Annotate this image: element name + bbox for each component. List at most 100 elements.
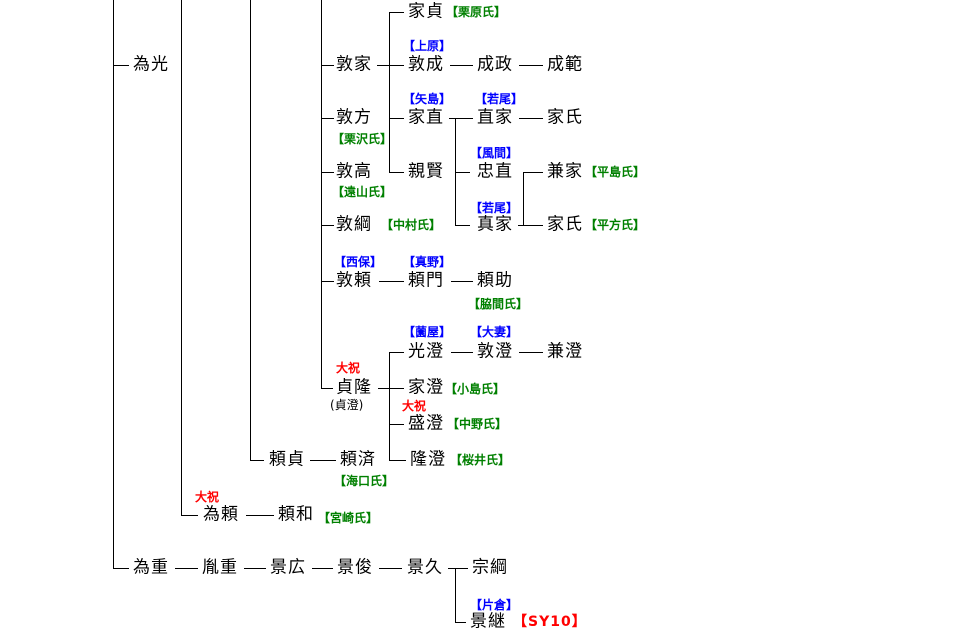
tree-connector-line [389, 172, 404, 173]
person-name: 頼門 [408, 270, 444, 291]
tree-connector-line [312, 568, 333, 569]
branch-family-label: 【栗原氏】 [446, 5, 507, 19]
person-name: 景広 [270, 557, 306, 578]
tree-connector-line [250, 0, 251, 460]
tree-connector-line [181, 0, 182, 515]
person-name: 為頼 [203, 504, 239, 525]
tree-connector-line [519, 352, 543, 353]
tree-connector-line [321, 0, 322, 388]
tree-connector-line [244, 568, 266, 569]
person-name: 敦頼 [336, 270, 372, 291]
branch-family-label: 【桜井氏】 [450, 453, 511, 467]
tree-connector-line [321, 388, 333, 389]
person-name: 成範 [547, 54, 583, 75]
tree-connector-line [113, 0, 114, 568]
tree-connector-line [389, 460, 406, 461]
tree-connector-line [310, 460, 336, 461]
person-name: 親賢 [408, 161, 444, 182]
person-name: 景俊 [337, 557, 373, 578]
tree-connector-line [378, 388, 404, 389]
code-label: 【SY10】 [513, 614, 587, 630]
tree-connector-line [113, 65, 129, 66]
tree-connector-line [389, 12, 390, 172]
tree-connector-line [455, 568, 456, 622]
person-name: 家氏 [547, 214, 583, 235]
clan-label: 【薗屋】 [403, 325, 452, 339]
branch-family-label: 【遠山氏】 [332, 185, 393, 199]
ohori-note: 大祝 [336, 361, 361, 375]
tree-connector-line [181, 515, 198, 516]
clan-label: 【片倉】 [470, 598, 519, 612]
tree-connector-line [455, 118, 456, 225]
ohori-note: 大祝 [195, 490, 220, 504]
tree-connector-line [389, 352, 390, 460]
person-name: 頼助 [477, 270, 513, 291]
person-name: 家澄 [408, 377, 444, 398]
branch-family-label: 【栗沢氏】 [332, 132, 393, 146]
clan-label: 【若尾】 [470, 201, 519, 215]
person-name: 貞隆 [336, 377, 372, 398]
tree-connector-line [518, 225, 543, 226]
person-name: 景久 [407, 557, 443, 578]
person-name: 景継 [470, 611, 506, 632]
person-name: 兼家 [547, 161, 583, 182]
tree-connector-line [523, 172, 524, 225]
ohori-note: 大祝 [402, 399, 427, 413]
person-name: 為重 [133, 557, 169, 578]
person-name: 盛澄 [408, 413, 444, 434]
person-name: 敦成 [408, 54, 444, 75]
tree-connector-line [389, 424, 404, 425]
branch-family-label: 【小島氏】 [445, 382, 506, 396]
person-name: 頼和 [278, 504, 314, 525]
clan-label: 【若尾】 [475, 92, 524, 106]
tree-connector-line [448, 568, 468, 569]
clan-label: 【真野】 [403, 255, 452, 269]
person-name: 兼澄 [547, 341, 583, 362]
person-name: 光澄 [408, 341, 444, 362]
tree-connector-line [321, 172, 334, 173]
tree-connector-line [450, 65, 473, 66]
person-name: 敦方 [336, 107, 372, 128]
clan-label: 【風間】 [470, 146, 519, 160]
tree-connector-line [113, 568, 129, 569]
person-name: 敦高 [336, 161, 372, 182]
tree-connector-line [449, 118, 473, 119]
tree-connector-line [321, 281, 334, 282]
tree-connector-line [389, 352, 404, 353]
clan-label: 【大妻】 [470, 325, 519, 339]
tree-connector-line [519, 65, 543, 66]
tree-connector-line [321, 225, 334, 226]
tree-connector-line [377, 65, 404, 66]
tree-connector-line [175, 568, 198, 569]
tree-connector-line [379, 568, 402, 569]
person-name: 真家 [477, 214, 513, 235]
tree-connector-line [389, 118, 404, 119]
tree-connector-line [389, 12, 404, 13]
person-name: 家氏 [547, 107, 583, 128]
tree-connector-line [321, 65, 334, 66]
person-name: 敦澄 [477, 341, 513, 362]
branch-family-label: 【中野氏】 [447, 417, 508, 431]
person-name: 胤重 [202, 557, 238, 578]
tree-connector-line [246, 515, 274, 516]
person-name: 頼貞 [269, 449, 305, 470]
person-name: 直家 [477, 107, 513, 128]
person-name: 忠直 [477, 161, 513, 182]
person-name: 為光 [133, 54, 169, 75]
person-name: 頼済 [340, 449, 376, 470]
person-name: 敦綱 [336, 214, 372, 235]
clan-label: 【矢島】 [403, 92, 452, 106]
person-name: 宗綱 [472, 557, 508, 578]
tree-connector-line [379, 281, 404, 282]
tree-connector-line [519, 118, 543, 119]
tree-connector-line [451, 352, 473, 353]
tree-connector-line [451, 281, 473, 282]
person-name: 敦家 [336, 54, 372, 75]
branch-family-label: 【中村氏】 [381, 218, 442, 232]
tree-connector-line [455, 225, 470, 226]
clan-label: 【上原】 [403, 39, 452, 53]
tree-connector-line [455, 172, 470, 173]
person-name: 家直 [408, 107, 444, 128]
person-name: 隆澄 [410, 449, 446, 470]
